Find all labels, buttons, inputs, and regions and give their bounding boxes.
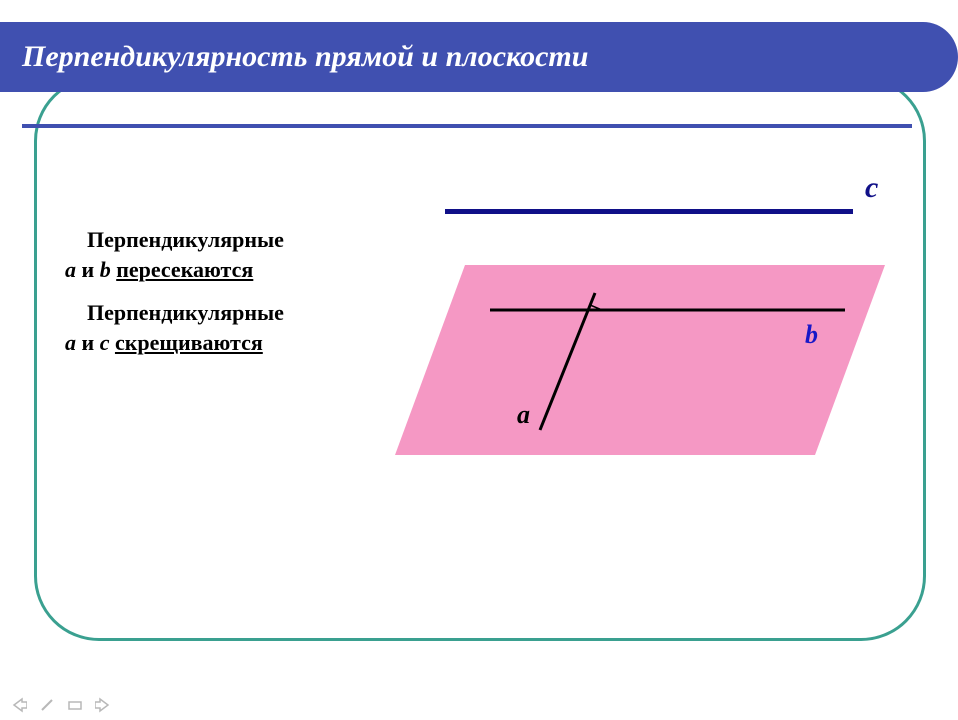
title-underline [22,124,912,128]
diagram: c b a [375,165,895,495]
prev-icon[interactable] [10,696,28,714]
next-icon[interactable] [94,696,112,714]
stop-icon[interactable] [66,696,84,714]
p1-b: b [100,257,111,282]
p1-mid: и [76,257,100,282]
draw-icon[interactable] [38,696,56,714]
p1-a: a [65,257,76,282]
plane [395,265,885,465]
line-c [445,209,853,214]
text-block: Перпендикулярные a и b пересекаются Перп… [65,225,370,372]
p1-tail: пересекаются [116,257,253,282]
label-b: b [805,320,818,350]
p2-a: a [65,330,76,355]
content-area: Перпендикулярные a и b пересекаются Перп… [65,165,905,595]
plane-poly [395,265,885,455]
p2-c: c [100,330,110,355]
title-bar: Перпендикулярность прямой и плоскости [0,22,958,92]
p2-mid: и [76,330,100,355]
plane-svg [395,265,885,465]
p1-prefix: Перпендикулярные [87,227,284,252]
slide-title: Перпендикулярность прямой и плоскости [22,40,588,74]
p2-tail: скрещиваются [115,330,263,355]
label-c: c [865,171,878,205]
label-a: a [517,400,530,430]
nav-toolbar [10,696,112,714]
paragraph-1: Перпендикулярные a и b пересекаются [65,225,370,284]
p2-prefix: Перпендикулярные [87,300,284,325]
paragraph-2: Перпендикулярные a и c скрещиваются [65,298,370,357]
